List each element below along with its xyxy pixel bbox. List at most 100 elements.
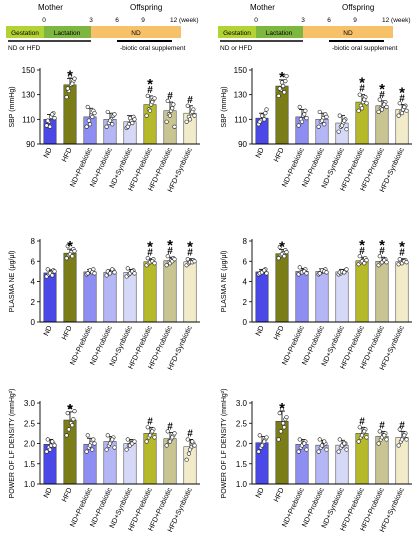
data-point <box>150 429 155 434</box>
data-point <box>70 81 75 86</box>
bar <box>183 261 197 323</box>
data-point <box>144 439 149 444</box>
data-point <box>399 111 405 116</box>
y-tick-label: 8 <box>243 237 248 246</box>
data-point <box>125 124 130 129</box>
y-axis-label: SBP (mmHg) <box>9 86 16 127</box>
data-point <box>86 118 91 123</box>
timeline-offspring-label: Offspring <box>342 3 374 12</box>
y-axis-label: PLASMA NE (μg/μl) <box>9 251 16 313</box>
significance-star: * <box>187 239 193 256</box>
data-point <box>342 441 347 446</box>
timeline-gestation-label: Gestation <box>11 30 39 37</box>
data-point <box>364 101 369 106</box>
timeline-gestation-block <box>6 26 44 38</box>
y-tick-label: 110 <box>234 115 247 124</box>
x-tick-label: HFD <box>271 486 285 503</box>
data-point <box>132 117 137 122</box>
data-point <box>264 271 269 276</box>
data-point <box>319 443 325 448</box>
data-point <box>172 257 177 262</box>
data-point <box>284 415 289 420</box>
significance-hash: # <box>379 420 385 431</box>
data-point <box>342 270 347 275</box>
data-point <box>164 263 169 268</box>
data-point <box>72 249 77 254</box>
significance-hash: # <box>147 85 153 96</box>
data-point <box>145 256 150 261</box>
bar <box>63 84 77 145</box>
data-point <box>167 113 173 118</box>
y-tick-label: 2.0 <box>236 440 248 449</box>
data-point <box>297 104 302 110</box>
data-point <box>91 437 96 442</box>
significance-hash: # <box>399 420 405 431</box>
data-point <box>172 124 177 129</box>
timeline-supplement-label: -biotic oral supplement <box>120 45 186 52</box>
data-point <box>356 108 361 113</box>
data-point <box>44 123 49 128</box>
data-point <box>282 90 287 95</box>
data-point <box>124 447 129 452</box>
timeline-1: Mother Offspring 0 3 6 9 12 (week) Gestation Lac… <box>6 3 199 52</box>
significance-hash: # <box>187 248 193 259</box>
data-point <box>402 433 407 438</box>
timeline-lactation-label: Lactation <box>266 30 293 37</box>
bar <box>63 252 77 323</box>
data-point <box>337 113 342 118</box>
y-tick-label: 1.5 <box>236 460 248 469</box>
y-tick-label: 90 <box>26 140 35 149</box>
data-point <box>377 254 382 259</box>
data-point <box>90 447 95 452</box>
data-point <box>147 433 153 438</box>
data-point <box>192 259 197 264</box>
data-point <box>127 115 133 121</box>
y-tick-label: 1.0 <box>236 480 248 489</box>
data-point <box>322 122 327 127</box>
timeline-2: Mother Offspring 0 3 6 9 12 (week) Gestation Lac… <box>218 3 411 52</box>
y-tick-label: 1.0 <box>24 480 36 489</box>
y-tick-label: 3.0 <box>236 399 248 408</box>
timeline-tick-label: 3 <box>301 17 305 24</box>
timeline-lactation-block <box>44 26 91 38</box>
data-point <box>165 98 170 103</box>
data-point <box>184 457 189 462</box>
data-point <box>164 443 169 448</box>
data-point <box>324 270 329 275</box>
data-point <box>342 118 347 123</box>
data-point <box>170 106 175 111</box>
data-point <box>276 437 281 442</box>
y-tick-label: 2.0 <box>24 440 36 449</box>
timeline-offspring-label: Offspring <box>130 3 162 12</box>
data-point <box>70 254 75 259</box>
timeline-nd-block <box>91 26 181 38</box>
data-point <box>376 109 381 115</box>
y-tick-label: 150 <box>234 66 248 75</box>
significance-star: * <box>67 68 73 85</box>
data-point <box>384 260 389 265</box>
data-point <box>397 257 402 262</box>
data-point <box>397 427 402 432</box>
data-point <box>72 409 77 414</box>
bar <box>83 271 97 323</box>
data-point <box>396 443 401 448</box>
data-point <box>279 406 285 412</box>
significance-star: * <box>359 75 365 92</box>
data-point <box>50 273 55 278</box>
data-point <box>384 437 389 442</box>
data-point <box>50 439 55 444</box>
bar <box>123 272 137 323</box>
data-point <box>52 443 57 448</box>
data-point <box>362 261 367 266</box>
data-point <box>65 411 70 416</box>
data-point <box>303 108 308 113</box>
data-point <box>112 445 117 450</box>
timeline-diet-label: ND or HFD <box>220 45 252 52</box>
significance-hash: # <box>167 91 173 102</box>
significance-star: * <box>147 76 153 93</box>
data-point <box>52 115 57 121</box>
data-point <box>71 417 76 422</box>
y-tick-label: 1.5 <box>24 460 36 469</box>
